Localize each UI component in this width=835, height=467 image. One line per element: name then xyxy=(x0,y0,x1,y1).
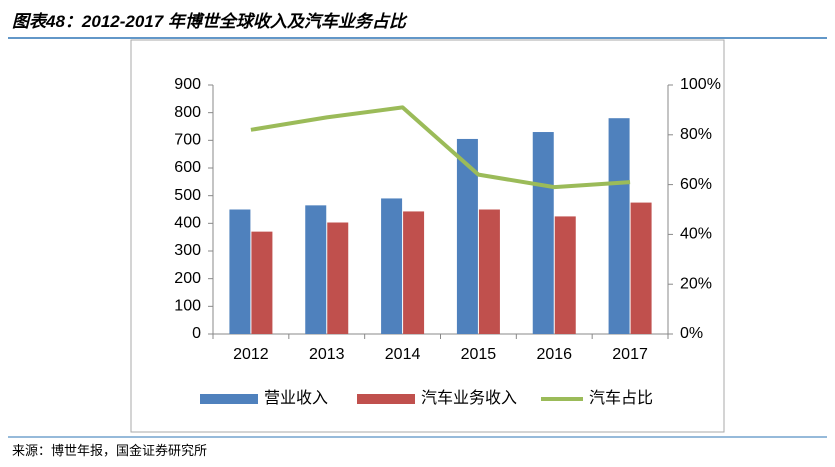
y-tick-label: 200 xyxy=(174,270,201,287)
y-tick-label: 600 xyxy=(174,159,201,176)
y2-tick-label: 20% xyxy=(680,275,712,292)
legend-label: 汽车占比 xyxy=(589,389,653,407)
y2-tick-label: 40% xyxy=(680,226,712,243)
bar xyxy=(305,205,327,334)
bar xyxy=(554,216,576,334)
legend-label: 汽车业务收入 xyxy=(421,389,517,407)
x-tick-label: 2016 xyxy=(536,346,572,363)
y-tick-label: 300 xyxy=(174,242,201,259)
y2-tick-label: 80% xyxy=(680,126,712,143)
y-tick-label: 100 xyxy=(174,298,201,315)
y-tick-label: 0 xyxy=(192,325,201,342)
y-tick-label: 900 xyxy=(174,76,201,93)
x-tick-label: 2017 xyxy=(612,346,648,363)
legend-swatch xyxy=(200,394,258,404)
page-title: 图表48：2012-2017 年博世全球收入及汽车业务占比 xyxy=(12,12,408,31)
y2-tick-label: 100% xyxy=(680,76,721,93)
y-tick-label: 500 xyxy=(174,187,201,204)
bar xyxy=(327,222,349,334)
bar xyxy=(532,132,554,334)
legend-label: 营业收入 xyxy=(264,389,328,407)
x-tick-label: 2015 xyxy=(461,346,497,363)
y2-tick-label: 60% xyxy=(680,176,712,193)
bar xyxy=(630,202,652,334)
y2-tick-label: 0% xyxy=(680,325,703,342)
chart-frame xyxy=(130,39,725,433)
x-tick-label: 2012 xyxy=(233,346,269,363)
bar xyxy=(381,198,403,334)
bar xyxy=(229,209,251,334)
bar xyxy=(478,209,500,334)
source-note: 来源：博世年报，国金证券研究所 xyxy=(12,443,207,458)
bar xyxy=(251,231,273,334)
legend-swatch xyxy=(357,394,415,404)
bar xyxy=(456,138,478,334)
bar xyxy=(403,211,425,334)
x-tick-label: 2014 xyxy=(385,346,421,363)
line-series xyxy=(250,105,631,190)
x-tick-label: 2013 xyxy=(309,346,345,363)
bar xyxy=(608,118,630,334)
y-tick-label: 800 xyxy=(174,104,201,121)
y-tick-label: 400 xyxy=(174,215,201,232)
y-tick-label: 700 xyxy=(174,132,201,149)
